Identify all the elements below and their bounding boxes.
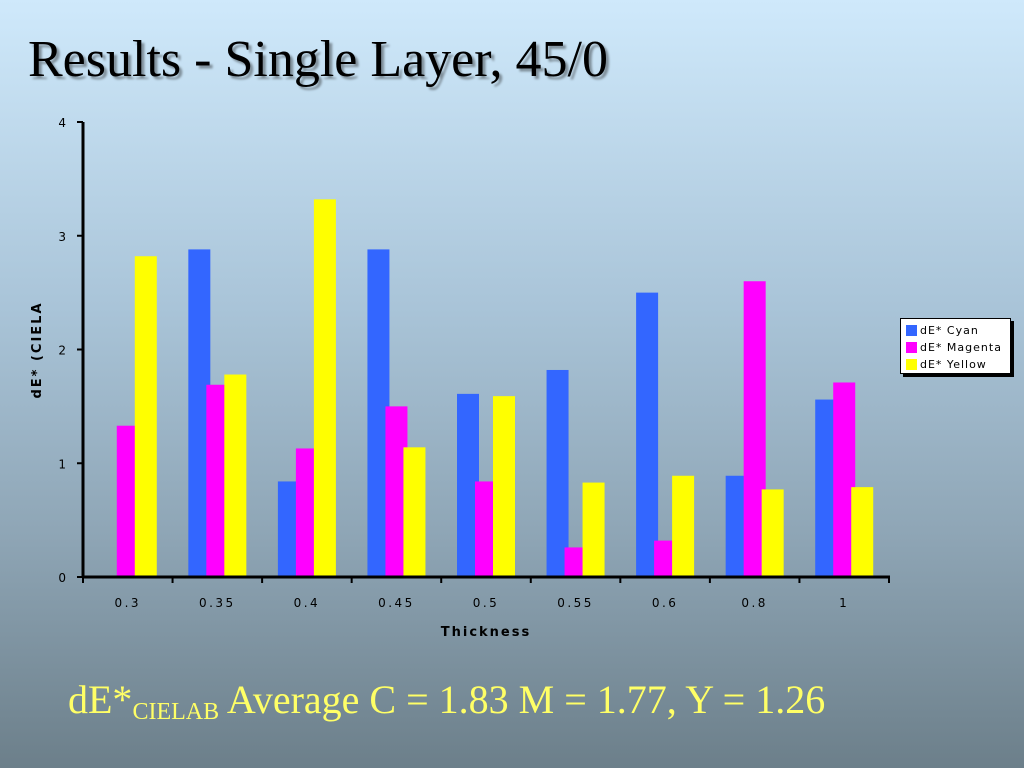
y-tick-label-1: 1 [58,457,66,471]
bar-magenta-0.8 [743,281,766,577]
bar-cyan-0.6 [636,292,659,577]
bar-yellow-0.8 [761,489,784,577]
bar-magenta-0.3 [116,425,139,577]
bar-magenta-0.6 [654,540,677,577]
legend-item-cyan: dE* Cyan [906,322,1010,339]
chart-legend: dE* Cyan dE* Magenta dE* Yellow [900,318,1011,374]
bar-yellow-0.5 [493,396,515,577]
legend-swatch-magenta [906,342,917,353]
y-tick-label-0: 0 [58,571,66,585]
bar-yellow-0.55 [582,482,605,577]
legend-item-magenta: dE* Magenta [906,339,1010,356]
x-tick-label-0.35: 0.35 [199,596,236,610]
legend-label-cyan: dE* Cyan [920,324,979,337]
bar-yellow-0.6 [672,475,695,577]
y-axis-title: dE* (CIELA [30,301,45,398]
bar-magenta-0.55 [564,547,587,577]
x-tick-label-0.45: 0.45 [378,596,415,610]
x-tick-label-0.8: 0.8 [741,596,768,610]
bar-cyan-0.35 [188,249,211,577]
legend-swatch-cyan [906,325,917,336]
y-tick-label-3: 3 [58,230,66,244]
bar-magenta-0.4 [295,448,318,577]
bar-magenta-0.35 [206,384,229,577]
x-tick-label-0.5: 0.5 [473,596,500,610]
x-tick-label-0.6: 0.6 [652,596,679,610]
legend-swatch-yellow [906,359,917,370]
bar-cyan-0.55 [546,369,569,577]
legend-label-yellow: dE* Yellow [920,358,987,371]
bar-cyan-1 [815,399,838,577]
bar-cyan-0.4 [277,481,300,577]
slide-title: Results - Single Layer, 45/0 [28,31,608,88]
y-tick-label-4: 4 [58,116,66,130]
bar-cyan-0.5 [457,393,479,577]
bar-magenta-0.5 [475,481,497,577]
average-subscript: CIELAB [132,699,220,725]
bar-cyan-0.8 [725,475,748,577]
x-tick-label-1: 1 [839,596,849,610]
average-values: Average C = 1.83 M = 1.77, Y = 1.26 [219,677,826,722]
bar-yellow-0.35 [224,374,247,577]
x-tick-label-0.55: 0.55 [557,596,594,610]
x-tick-label-0.3: 0.3 [114,596,141,610]
x-axis-title: Thickness [441,625,531,640]
bar-cyan-0.45 [367,249,390,577]
bar-yellow-0.4 [313,199,336,577]
bar-yellow-1 [851,487,874,577]
x-tick-label-0.4: 0.4 [294,596,321,610]
legend-label-magenta: dE* Magenta [920,341,1002,354]
bar-yellow-0.3 [134,256,157,577]
average-prefix: dE* [68,677,133,722]
bar-magenta-0.45 [385,406,408,577]
average-summary: dE*CIELAB Average C = 1.83 M = 1.77, Y =… [68,676,825,726]
legend-item-yellow: dE* Yellow [906,356,1010,373]
bar-yellow-0.45 [403,447,426,577]
bar-magenta-1 [833,382,856,577]
y-tick-label-2: 2 [58,344,66,358]
